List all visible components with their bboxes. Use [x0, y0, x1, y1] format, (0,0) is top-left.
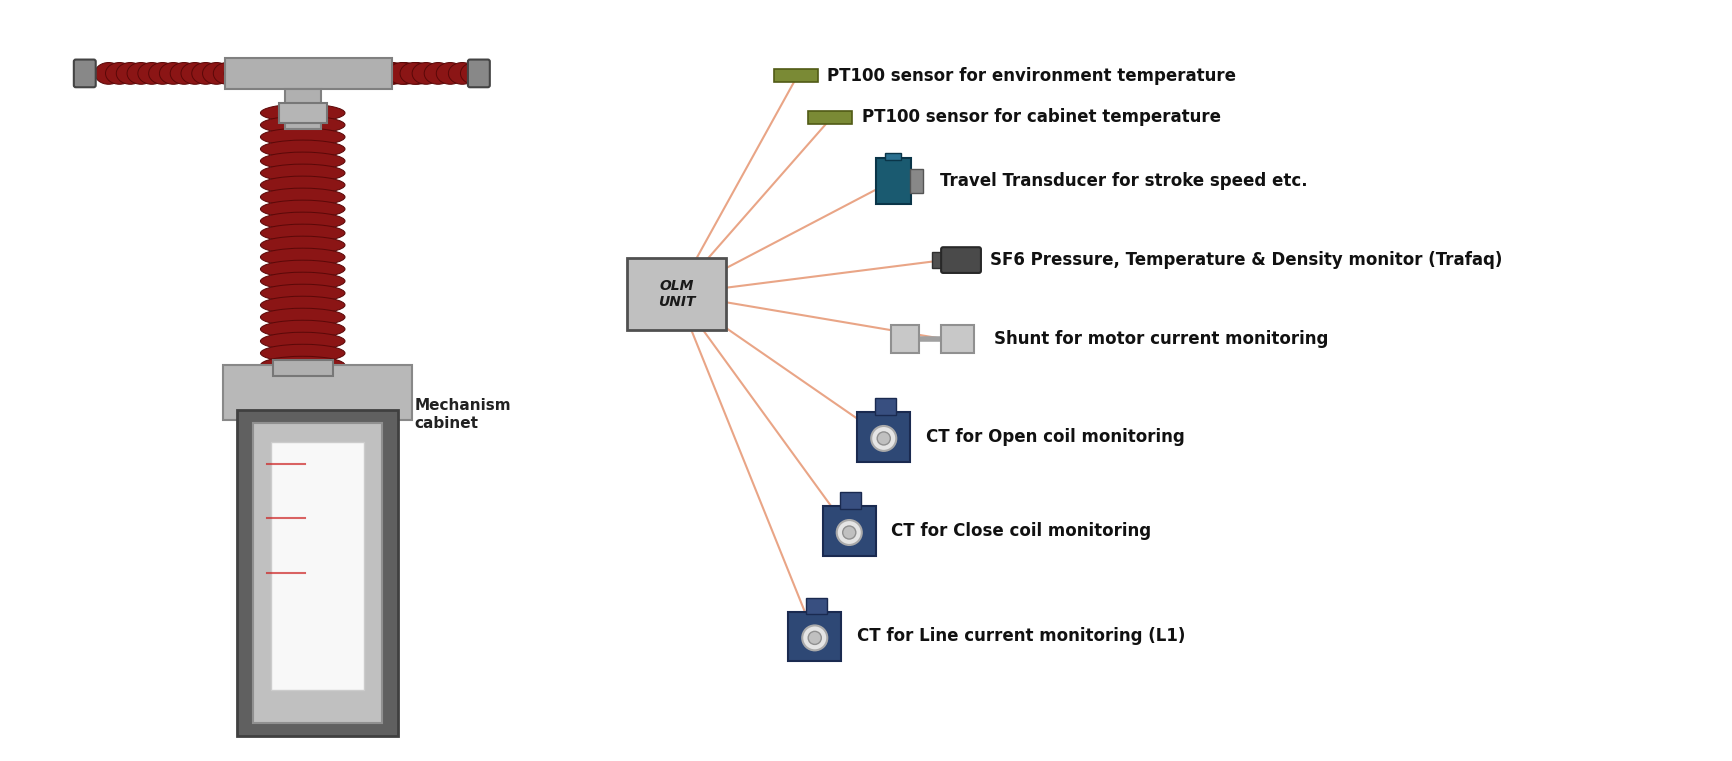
Ellipse shape [388, 62, 416, 84]
Ellipse shape [260, 152, 345, 170]
Circle shape [802, 626, 826, 651]
Ellipse shape [319, 62, 346, 84]
Ellipse shape [213, 62, 241, 84]
FancyBboxPatch shape [253, 422, 383, 723]
Ellipse shape [203, 62, 230, 84]
Text: SF6 Pressure, Temperature & Density monitor (Trafaq): SF6 Pressure, Temperature & Density moni… [989, 251, 1502, 269]
Text: Mechanism
cabinet: Mechanism cabinet [414, 398, 511, 431]
Ellipse shape [260, 296, 345, 314]
FancyBboxPatch shape [279, 103, 326, 123]
Ellipse shape [260, 333, 345, 350]
Text: PT100 sensor for cabinet temperature: PT100 sensor for cabinet temperature [861, 108, 1219, 126]
FancyBboxPatch shape [875, 398, 895, 415]
FancyBboxPatch shape [270, 442, 364, 689]
Ellipse shape [424, 62, 452, 84]
Ellipse shape [331, 62, 359, 84]
Circle shape [871, 426, 895, 451]
Ellipse shape [404, 62, 431, 84]
Ellipse shape [260, 272, 345, 290]
Ellipse shape [260, 164, 345, 182]
Ellipse shape [260, 200, 345, 218]
FancyBboxPatch shape [857, 412, 909, 462]
FancyBboxPatch shape [940, 325, 973, 353]
Ellipse shape [95, 62, 123, 84]
FancyBboxPatch shape [805, 598, 826, 614]
Ellipse shape [449, 62, 476, 84]
Circle shape [842, 526, 856, 539]
Ellipse shape [260, 356, 345, 374]
Ellipse shape [461, 62, 488, 84]
Ellipse shape [260, 308, 345, 326]
FancyBboxPatch shape [284, 89, 320, 129]
Ellipse shape [260, 104, 345, 122]
Ellipse shape [436, 62, 464, 84]
Text: PT100 sensor for environment temperature: PT100 sensor for environment temperature [826, 67, 1235, 84]
Ellipse shape [391, 62, 419, 84]
Ellipse shape [159, 62, 187, 84]
Ellipse shape [260, 248, 345, 266]
Ellipse shape [412, 62, 440, 84]
Text: CT for Open coil monitoring: CT for Open coil monitoring [925, 428, 1183, 446]
Text: CT for Line current monitoring (L1): CT for Line current monitoring (L1) [856, 627, 1185, 645]
Ellipse shape [116, 62, 144, 84]
FancyBboxPatch shape [823, 506, 875, 556]
Ellipse shape [260, 140, 345, 158]
Ellipse shape [307, 62, 334, 84]
Ellipse shape [355, 62, 383, 84]
FancyBboxPatch shape [909, 170, 923, 193]
Ellipse shape [260, 260, 345, 278]
Circle shape [837, 520, 861, 545]
FancyBboxPatch shape [74, 59, 95, 88]
FancyBboxPatch shape [840, 492, 861, 509]
Ellipse shape [367, 62, 395, 84]
Circle shape [876, 432, 890, 445]
Ellipse shape [379, 62, 407, 84]
Ellipse shape [260, 344, 345, 362]
Ellipse shape [260, 212, 345, 230]
Text: Shunt for motor current monitoring: Shunt for motor current monitoring [992, 330, 1327, 348]
FancyBboxPatch shape [237, 409, 398, 736]
Ellipse shape [192, 62, 220, 84]
FancyBboxPatch shape [883, 153, 901, 161]
FancyBboxPatch shape [468, 59, 490, 88]
Ellipse shape [170, 62, 197, 84]
Ellipse shape [126, 62, 154, 84]
Ellipse shape [343, 62, 371, 84]
Ellipse shape [149, 62, 177, 84]
Ellipse shape [260, 176, 345, 194]
FancyBboxPatch shape [890, 325, 918, 353]
Text: OLM
UNIT: OLM UNIT [658, 279, 695, 309]
Ellipse shape [294, 62, 322, 84]
FancyBboxPatch shape [272, 360, 333, 376]
Ellipse shape [260, 188, 345, 206]
Ellipse shape [260, 128, 345, 146]
Text: CT for Close coil monitoring: CT for Close coil monitoring [890, 522, 1150, 540]
FancyBboxPatch shape [774, 69, 818, 82]
Ellipse shape [376, 62, 404, 84]
FancyBboxPatch shape [225, 58, 391, 89]
FancyBboxPatch shape [807, 110, 852, 124]
Ellipse shape [260, 116, 345, 134]
FancyBboxPatch shape [627, 258, 726, 330]
FancyBboxPatch shape [223, 365, 412, 419]
Ellipse shape [180, 62, 210, 84]
Ellipse shape [260, 236, 345, 254]
Ellipse shape [223, 62, 251, 84]
Ellipse shape [260, 320, 345, 338]
FancyBboxPatch shape [875, 158, 911, 204]
Ellipse shape [260, 284, 345, 302]
Ellipse shape [139, 62, 166, 84]
FancyBboxPatch shape [788, 612, 840, 661]
Circle shape [807, 632, 821, 645]
Ellipse shape [400, 62, 428, 84]
Text: Travel Transducer for stroke speed etc.: Travel Transducer for stroke speed etc. [939, 172, 1308, 190]
FancyBboxPatch shape [940, 247, 980, 273]
Ellipse shape [106, 62, 133, 84]
Ellipse shape [260, 224, 345, 242]
FancyBboxPatch shape [932, 252, 942, 268]
